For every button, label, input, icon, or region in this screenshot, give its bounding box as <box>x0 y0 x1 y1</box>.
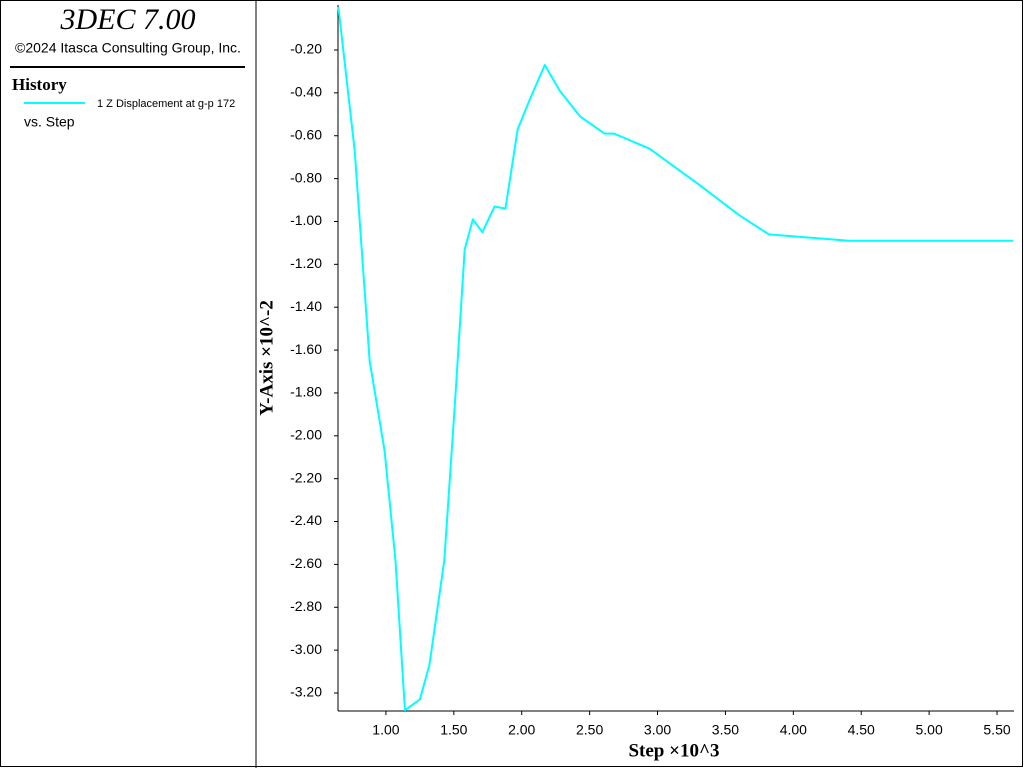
y-tick-label: -0.20 <box>290 41 322 57</box>
x-tick-label: 3.50 <box>712 722 739 738</box>
y-tick-label: -2.00 <box>290 427 322 443</box>
y-tick-label: -1.60 <box>290 341 322 357</box>
data-line <box>337 7 1014 712</box>
x-tick-label: 5.50 <box>983 722 1010 738</box>
app-title: 3DEC 7.00 <box>60 3 196 36</box>
legend-title: History <box>12 75 67 94</box>
x-tick-label: 1.50 <box>440 722 467 738</box>
x-tick-label: 4.00 <box>780 722 807 738</box>
x-tick-label: 1.00 <box>372 722 399 738</box>
x-tick-label: 2.00 <box>508 722 535 738</box>
y-tick-label: -3.00 <box>290 641 322 657</box>
y-tick-label: -0.80 <box>290 169 322 185</box>
legend-note: vs. Step <box>24 114 75 130</box>
x-tick-label: 3.00 <box>644 722 671 738</box>
y-tick-label: -0.40 <box>290 84 322 100</box>
y-tick-label: -2.20 <box>290 469 322 485</box>
y-tick-label: -1.40 <box>290 298 322 314</box>
y-tick-label: -2.40 <box>290 512 322 528</box>
y-tick-label: -2.60 <box>290 555 322 571</box>
y-tick-label: -2.80 <box>290 598 322 614</box>
x-tick-label: 4.50 <box>848 722 875 738</box>
x-tick-label: 2.50 <box>576 722 603 738</box>
x-tick-label: 5.00 <box>916 722 943 738</box>
y-tick-label: -3.20 <box>290 684 322 700</box>
y-tick-label: -1.80 <box>290 384 322 400</box>
legend-entry: 1 Z Displacement at g-p 172 <box>97 98 235 110</box>
y-tick-label: -1.00 <box>290 212 322 228</box>
y-tick-label: -0.60 <box>290 126 322 142</box>
copyright: ©2024 Itasca Consulting Group, Inc. <box>15 40 241 56</box>
y-axis-label: Y-Axis ×10^-2 <box>256 300 277 416</box>
x-axis-label: Step ×10^3 <box>628 740 719 761</box>
y-tick-label: -1.20 <box>290 255 322 271</box>
